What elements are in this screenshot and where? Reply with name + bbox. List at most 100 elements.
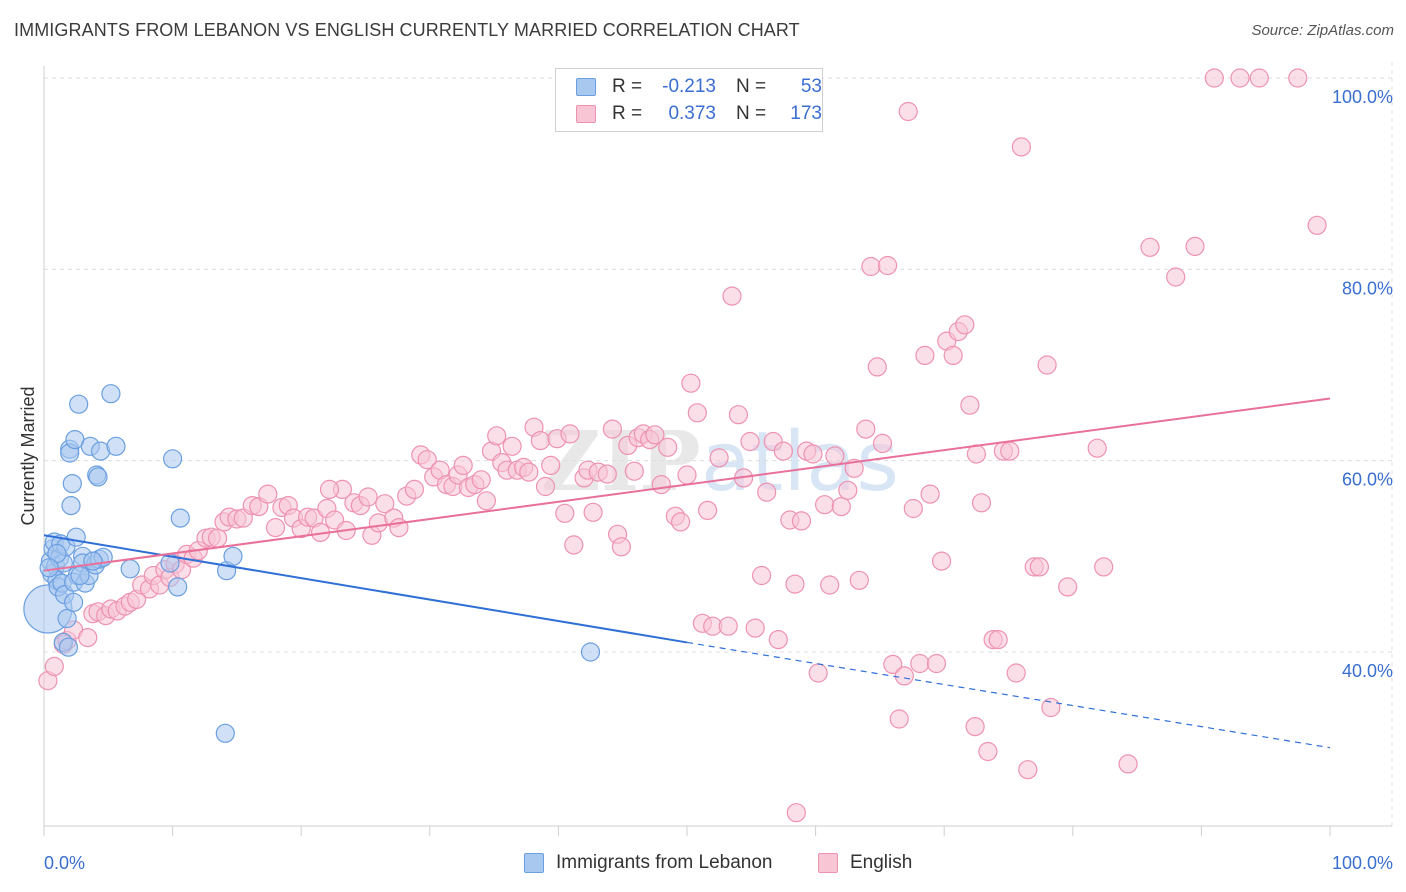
legend-item-lebanon[interactable]: Immigrants from Lebanon bbox=[524, 852, 773, 874]
english-point bbox=[1000, 441, 1020, 461]
english-point bbox=[757, 482, 777, 502]
legend-item-english[interactable]: English bbox=[818, 852, 912, 874]
english-point bbox=[728, 405, 749, 425]
english-point bbox=[867, 357, 887, 377]
legend-label: English bbox=[850, 852, 913, 873]
english-point bbox=[697, 500, 718, 520]
english-point bbox=[358, 487, 378, 507]
y-tick-label: 100.0% bbox=[1332, 87, 1393, 107]
english-point bbox=[785, 574, 805, 594]
n-label: N = bbox=[736, 76, 767, 97]
english-point bbox=[564, 535, 584, 555]
x-tick-label: 0.0% bbox=[44, 853, 85, 873]
lebanon-point bbox=[88, 467, 108, 487]
english-point bbox=[687, 403, 707, 423]
english-point bbox=[722, 286, 742, 306]
english-point bbox=[926, 653, 947, 674]
n-label: N = bbox=[736, 103, 767, 124]
english-point bbox=[677, 465, 697, 485]
lebanon-legend-swatch bbox=[524, 853, 544, 873]
legend-label: Immigrants from Lebanon bbox=[556, 852, 773, 873]
lebanon-point bbox=[106, 436, 126, 456]
english-point bbox=[1204, 68, 1224, 88]
english-point bbox=[535, 476, 556, 497]
english-point bbox=[856, 419, 876, 439]
english-point bbox=[988, 629, 1008, 650]
lebanon-point bbox=[163, 449, 183, 469]
lebanon-point bbox=[168, 577, 188, 597]
english-point bbox=[611, 537, 632, 557]
lebanon-point bbox=[120, 559, 140, 579]
lebanon-point bbox=[66, 527, 86, 547]
english-point bbox=[560, 424, 580, 444]
english-point bbox=[838, 480, 858, 500]
lebanon-swatch bbox=[576, 78, 596, 96]
lebanon-point bbox=[101, 384, 121, 404]
english-point bbox=[768, 629, 788, 650]
r-label: R = bbox=[612, 103, 643, 124]
english-point bbox=[943, 345, 963, 365]
english-point bbox=[265, 517, 286, 538]
english-point bbox=[786, 803, 806, 823]
english-point bbox=[541, 455, 561, 475]
english-point bbox=[1166, 267, 1186, 287]
lebanon-point bbox=[58, 637, 79, 657]
english-point bbox=[883, 654, 903, 675]
english-point bbox=[471, 470, 491, 490]
english-point bbox=[1094, 557, 1114, 577]
english-point bbox=[877, 255, 898, 276]
stats-row-lebanon: R = -0.213 N = 53 bbox=[576, 75, 822, 99]
english-point bbox=[849, 570, 869, 590]
lebanon-point bbox=[70, 565, 90, 586]
english-point bbox=[861, 256, 881, 277]
english-point bbox=[375, 494, 395, 514]
lebanon-point bbox=[170, 508, 190, 528]
y-axis-title: Currently Married bbox=[18, 386, 38, 525]
english-point bbox=[1029, 557, 1050, 577]
english-point bbox=[404, 479, 424, 499]
english-point bbox=[903, 498, 923, 519]
english-legend-swatch bbox=[818, 853, 838, 873]
x-tick-label: 100.0% bbox=[1332, 853, 1393, 873]
english-point bbox=[645, 425, 665, 445]
english-point bbox=[808, 663, 828, 683]
r-value: -0.213 bbox=[662, 76, 716, 97]
english-point bbox=[751, 565, 772, 586]
lebanon-point bbox=[62, 474, 82, 494]
english-point bbox=[1018, 760, 1038, 780]
lebanon-point bbox=[83, 551, 103, 571]
english-point bbox=[670, 512, 691, 532]
english-point bbox=[597, 464, 617, 484]
y-tick-label: 40.0% bbox=[1342, 661, 1393, 681]
english-point bbox=[1185, 236, 1205, 256]
lebanon-trend-line bbox=[43, 534, 688, 644]
english-points bbox=[38, 68, 1327, 823]
english-point bbox=[820, 575, 840, 595]
english-point bbox=[955, 315, 975, 335]
english-point bbox=[1288, 68, 1308, 88]
lebanon-point bbox=[69, 394, 89, 414]
english-point bbox=[624, 461, 644, 481]
english-point bbox=[417, 450, 437, 470]
lebanon-point bbox=[215, 723, 235, 743]
english-point bbox=[681, 373, 701, 393]
r-label: R = bbox=[612, 76, 643, 97]
english-point bbox=[602, 419, 623, 439]
english-point bbox=[1087, 438, 1107, 458]
english-point bbox=[1307, 215, 1327, 235]
english-point bbox=[476, 491, 496, 511]
english-point bbox=[583, 502, 603, 522]
stats-row-english: R = 0.373 N = 173 bbox=[576, 102, 822, 126]
english-point bbox=[1058, 577, 1078, 597]
english-point bbox=[960, 395, 980, 415]
english-point bbox=[825, 446, 845, 466]
english-point bbox=[718, 616, 738, 636]
lebanon-point bbox=[223, 546, 243, 566]
english-point bbox=[745, 618, 765, 638]
source-label: Source: ZipAtlas.com bbox=[1251, 22, 1394, 39]
english-point bbox=[791, 511, 812, 531]
english-point bbox=[931, 551, 952, 571]
english-point bbox=[1118, 754, 1138, 774]
lebanon-point bbox=[61, 496, 81, 516]
